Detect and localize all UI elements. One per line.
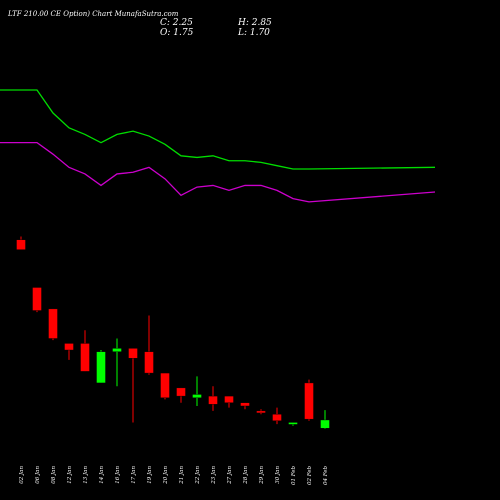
x-tick-label: 08 Jan (51, 466, 57, 484)
x-tick-label: 21 Jan (179, 466, 185, 485)
down-candle (144, 351, 154, 374)
down-candle (240, 402, 250, 407)
low-value: L: 1.70 (238, 28, 270, 38)
down-candle (224, 395, 234, 403)
x-tick-label: 12 Jan (67, 466, 73, 484)
x-tick-label: 29 Jan (259, 466, 265, 485)
x-tick-label: 16 Jan (115, 466, 121, 484)
up-candle (320, 419, 330, 429)
x-tick-label: 02 Feb (307, 466, 313, 486)
up-candle (112, 348, 122, 352)
down-candle (256, 410, 266, 414)
close-value: C: 2.25 (160, 18, 193, 28)
down-candle (160, 372, 170, 398)
x-tick-label: 04 Feb (323, 466, 329, 486)
x-tick-label: 23 Jan (211, 466, 217, 485)
up-candle (288, 422, 298, 425)
x-tick-label: 06 Jan (35, 466, 41, 484)
x-tick-label: 19 Jan (147, 466, 153, 484)
x-tick-label: 22 Jan (195, 466, 201, 485)
high-value: H: 2.85 (238, 18, 272, 28)
down-candle (48, 308, 58, 339)
down-candle (128, 348, 138, 359)
down-candle (32, 287, 42, 311)
down-candle (272, 414, 282, 421)
x-tick-label: 30 Jan (275, 466, 281, 484)
open-value: O: 1.75 (160, 28, 194, 38)
x-tick-label: 01 Feb (291, 466, 297, 486)
x-tick-label: 14 Jan (99, 466, 105, 484)
x-tick-label: 02 Jan (19, 466, 25, 484)
long-moving-average-line (0, 141, 436, 203)
down-candle (304, 382, 314, 420)
short-moving-average-line (0, 89, 436, 170)
down-candle (80, 343, 90, 372)
x-tick-label: 13 Jan (83, 466, 89, 484)
up-candle (96, 351, 106, 384)
down-candle (64, 343, 74, 351)
x-tick-label: 27 Jan (227, 466, 233, 485)
down-candle (176, 387, 186, 397)
chart-title: LTF 210.00 CE Option) Chart MunafaSutra.… (8, 10, 179, 18)
x-tick-label: 20 Jan (163, 466, 169, 485)
up-candle (192, 394, 202, 398)
x-tick-label: 28 Jan (243, 466, 249, 485)
x-tick-label: 17 Jan (131, 466, 137, 484)
down-candle (16, 239, 26, 250)
down-candle (208, 395, 218, 405)
